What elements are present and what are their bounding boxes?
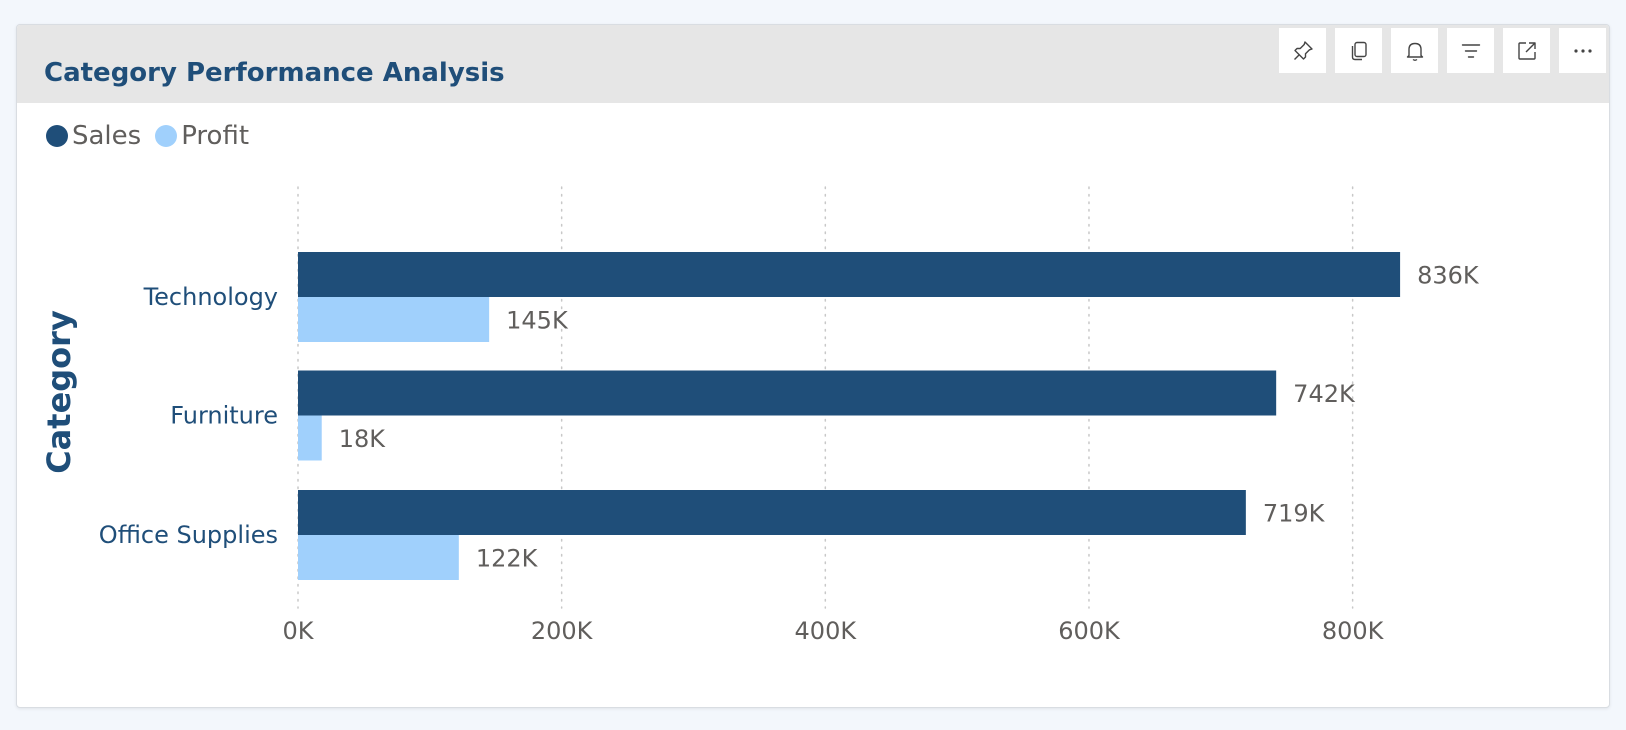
filter-icon [1461,43,1480,58]
legend-label-profit: Profit [181,121,250,151]
pin-button[interactable] [1279,28,1326,73]
data-label: 742K [1293,380,1356,408]
x-tick-label: 800K [1322,617,1385,645]
bar-profit-technology [298,297,490,342]
copy-icon [1351,41,1367,60]
data-label: 719K [1263,500,1326,528]
data-label: 18K [339,425,387,453]
chart-legend: Sales Profit [46,121,263,151]
bar-sales-furniture [298,370,1277,416]
bar-sales-technology [298,252,1401,297]
visual-card: Category Performance Analysis [16,24,1610,708]
focus-mode-icon [1517,41,1536,60]
x-tick-label: 200K [531,617,594,645]
x-tick-label: 400K [795,617,858,645]
card-header: Category Performance Analysis [17,25,1609,103]
copy-button[interactable] [1335,28,1382,73]
chart-title: Category Performance Analysis [44,58,505,88]
alert-button[interactable] [1391,28,1438,73]
visual-toolbar [1279,28,1606,73]
legend-item-sales[interactable]: Sales [46,121,141,151]
focus-mode-button[interactable] [1503,28,1550,73]
legend-swatch-sales [46,125,68,147]
y-axis-title: Category [40,310,78,474]
filter-button[interactable] [1447,28,1494,73]
bar-sales-office-supplies [298,490,1246,535]
bar-profit-furniture [298,415,322,461]
x-tick-label: 0K [282,617,314,645]
legend-swatch-profit [155,125,178,147]
pin-icon [1293,40,1313,60]
legend-label-sales: Sales [72,121,142,151]
data-label: 122K [476,545,539,573]
bell-icon [1406,42,1423,61]
more-options-button[interactable] [1559,28,1606,73]
bar-profit-office-supplies [298,535,459,580]
data-label: 145K [506,307,569,335]
x-tick-label: 600K [1058,617,1121,645]
category-label: Furniture [170,402,278,430]
category-label: Technology [143,283,278,311]
more-options-icon [1573,48,1592,53]
data-label: 836K [1417,262,1480,290]
bar-chart: 0K 200K 400K 600K 800K Category Technology 836K… [40,186,1480,645]
legend-item-profit[interactable]: Profit [155,121,249,151]
category-label: Office Supplies [99,521,278,549]
